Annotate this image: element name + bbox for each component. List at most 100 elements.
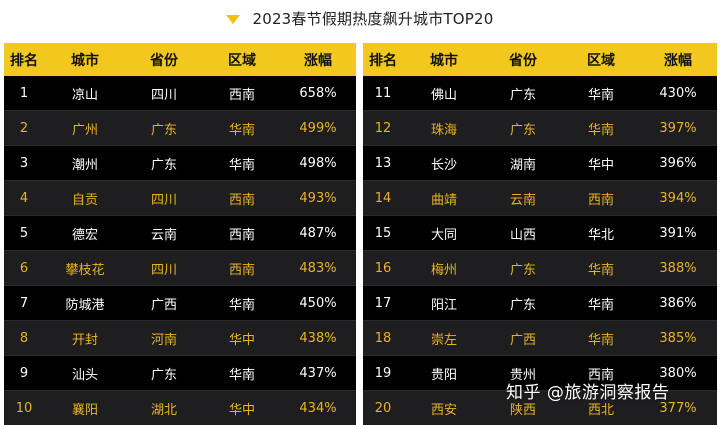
cell-region: 华南 bbox=[228, 367, 255, 383]
cell-city: 襄阳 bbox=[71, 402, 98, 418]
header-rank: 排名 bbox=[369, 52, 397, 69]
cell-province: 云南 bbox=[509, 192, 536, 208]
cell-city: 凉山 bbox=[71, 87, 98, 103]
ranking-table-right: 排名 城市 省份 区域 涨幅 11 佛山 广东 华南 430% 12 珠海 广东 华南 397% 1… bbox=[363, 43, 717, 425]
header-province: 省份 bbox=[150, 52, 178, 69]
cell-growth: 430% bbox=[659, 85, 697, 101]
cell-region: 华南 bbox=[587, 87, 614, 103]
cell-province: 广西 bbox=[150, 297, 177, 313]
cell-growth: 487% bbox=[299, 225, 337, 241]
table-row: 14 曲靖 云南 西南 394% bbox=[363, 180, 717, 215]
table-header: 排名 城市 省份 区域 涨幅 bbox=[4, 43, 356, 76]
cell-growth: 380% bbox=[659, 365, 697, 381]
cell-rank: 8 bbox=[19, 330, 29, 346]
header-province: 省份 bbox=[509, 52, 537, 69]
cell-growth: 437% bbox=[299, 365, 337, 381]
cell-growth: 434% bbox=[299, 400, 337, 416]
cell-province: 陕西 bbox=[509, 402, 536, 418]
table-row: 10 襄阳 湖北 华中 434% bbox=[4, 390, 356, 425]
cell-growth: 385% bbox=[659, 330, 697, 346]
cell-province: 广西 bbox=[509, 332, 536, 348]
cell-growth: 499% bbox=[299, 120, 337, 136]
table-row: 5 德宏 云南 西南 487% bbox=[4, 215, 356, 250]
watermark: 知乎 @旅游洞察报告 bbox=[506, 383, 670, 403]
cell-growth: 450% bbox=[299, 295, 337, 311]
table-row: 3 潮州 广东 华南 498% bbox=[4, 145, 356, 180]
cell-rank: 20 bbox=[374, 400, 392, 416]
header-region: 区域 bbox=[228, 52, 256, 69]
cell-growth: 493% bbox=[299, 190, 337, 206]
cell-city: 开封 bbox=[71, 332, 98, 348]
cell-city: 崇左 bbox=[430, 332, 457, 348]
cell-region: 华南 bbox=[587, 332, 614, 348]
cell-growth: 438% bbox=[299, 330, 337, 346]
cell-province: 四川 bbox=[150, 87, 177, 103]
header-rank: 排名 bbox=[10, 52, 38, 69]
cell-province: 湖南 bbox=[509, 157, 536, 173]
cell-province: 河南 bbox=[150, 332, 177, 348]
cell-rank: 4 bbox=[19, 190, 29, 206]
cell-city: 佛山 bbox=[430, 87, 457, 103]
cell-province: 广东 bbox=[150, 157, 177, 173]
cell-city: 长沙 bbox=[430, 157, 457, 173]
table-row: 6 攀枝花 四川 西南 483% bbox=[4, 250, 356, 285]
cell-growth: 391% bbox=[659, 225, 697, 241]
cell-region: 华南 bbox=[228, 157, 255, 173]
cell-city: 梅州 bbox=[430, 262, 457, 278]
cell-city: 珠海 bbox=[430, 122, 457, 138]
table-row: 19 贵阳 贵州 西南 380% bbox=[363, 355, 717, 390]
table-row: 16 梅州 广东 华南 388% bbox=[363, 250, 717, 285]
cell-province: 广东 bbox=[150, 122, 177, 138]
cell-province: 山西 bbox=[509, 227, 536, 243]
table-header: 排名 城市 省份 区域 涨幅 bbox=[363, 43, 717, 76]
cell-region: 西南 bbox=[228, 192, 255, 208]
cell-rank: 2 bbox=[19, 120, 29, 136]
cell-rank: 19 bbox=[374, 365, 392, 381]
cell-growth: 386% bbox=[659, 295, 697, 311]
cell-province: 广东 bbox=[150, 367, 177, 383]
cell-province: 四川 bbox=[150, 192, 177, 208]
table-row: 15 大同 山西 华北 391% bbox=[363, 215, 717, 250]
cell-rank: 3 bbox=[19, 155, 29, 171]
header-growth: 涨幅 bbox=[664, 52, 692, 69]
cell-city: 广州 bbox=[71, 122, 98, 138]
ranking-table-left: 排名 城市 省份 区域 涨幅 1 凉山 四川 西南 658% 2 广州 广东 华南 499% 3 潮州… bbox=[4, 43, 356, 425]
page-title: 2023春节假期热度飙升城市TOP20 bbox=[252, 9, 494, 28]
cell-rank: 17 bbox=[374, 295, 392, 311]
table-row: 20 西安 陕西 西北 377% bbox=[363, 390, 717, 425]
cell-rank: 5 bbox=[19, 225, 29, 241]
cell-province: 湖北 bbox=[150, 402, 177, 418]
cell-growth: 394% bbox=[659, 190, 697, 206]
cell-region: 华北 bbox=[587, 227, 614, 243]
cell-growth: 483% bbox=[299, 260, 337, 276]
header-city: 城市 bbox=[430, 52, 458, 69]
table-row: 1 凉山 四川 西南 658% bbox=[4, 76, 356, 110]
cell-city: 阳江 bbox=[430, 297, 457, 313]
cell-region: 华中 bbox=[587, 157, 614, 173]
cell-rank: 1 bbox=[19, 85, 29, 101]
cell-province: 广东 bbox=[509, 297, 536, 313]
cell-region: 华南 bbox=[228, 297, 255, 313]
table-row: 17 阳江 广东 华南 386% bbox=[363, 285, 717, 320]
cell-rank: 14 bbox=[374, 190, 392, 206]
table-row: 18 崇左 广西 华南 385% bbox=[363, 320, 717, 355]
cell-city: 自贡 bbox=[71, 192, 98, 208]
cell-region: 华南 bbox=[228, 122, 255, 138]
cell-growth: 397% bbox=[659, 120, 697, 136]
cell-city: 防城港 bbox=[65, 297, 105, 313]
cell-city: 大同 bbox=[430, 227, 457, 243]
cell-region: 西南 bbox=[228, 262, 255, 278]
cell-city: 贵阳 bbox=[430, 367, 457, 383]
cell-rank: 11 bbox=[374, 85, 392, 101]
cell-growth: 388% bbox=[659, 260, 697, 276]
title-marker-icon bbox=[226, 14, 241, 24]
cell-growth: 498% bbox=[299, 155, 337, 171]
cell-province: 云南 bbox=[150, 227, 177, 243]
cell-city: 德宏 bbox=[71, 227, 98, 243]
header-region: 区域 bbox=[587, 52, 615, 69]
table-row: 7 防城港 广西 华南 450% bbox=[4, 285, 356, 320]
cell-region: 华南 bbox=[587, 297, 614, 313]
cell-province: 贵州 bbox=[509, 367, 536, 383]
cell-growth: 377% bbox=[659, 400, 697, 416]
cell-region: 华中 bbox=[228, 332, 255, 348]
